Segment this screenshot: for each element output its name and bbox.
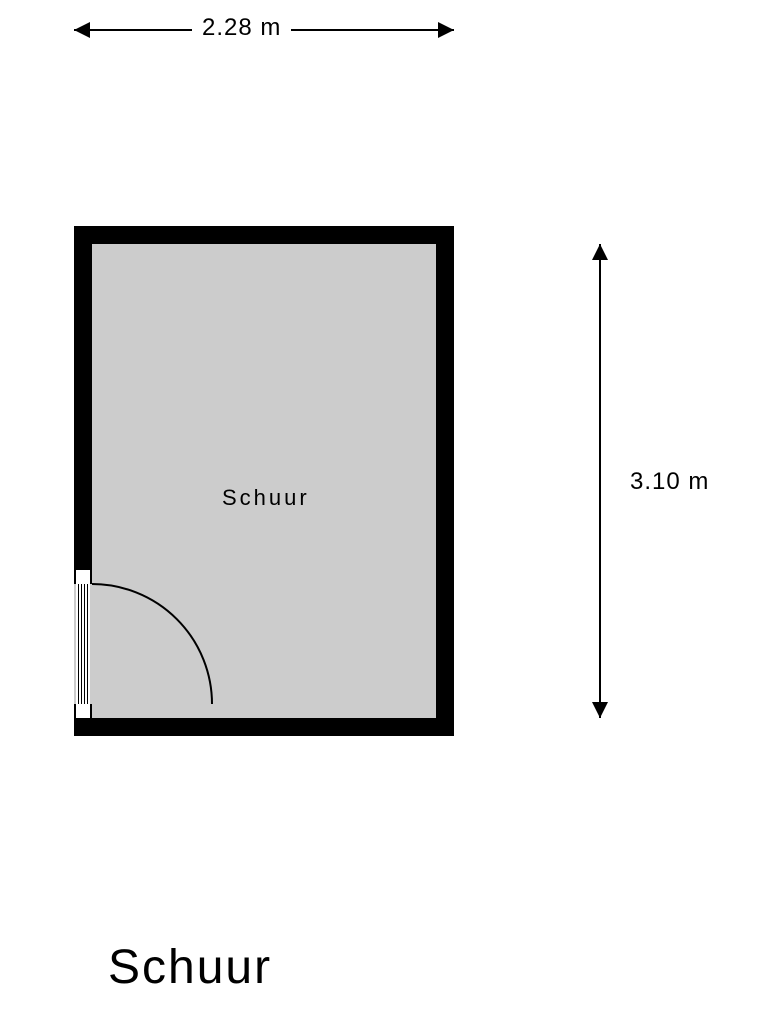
floorplan-stage: 2.28 m 3.10 m Schuur Schuur bbox=[0, 0, 768, 1024]
door-swing-arc bbox=[0, 0, 768, 1024]
floorplan-title: Schuur bbox=[108, 940, 272, 995]
room-label: Schuur bbox=[222, 485, 310, 511]
